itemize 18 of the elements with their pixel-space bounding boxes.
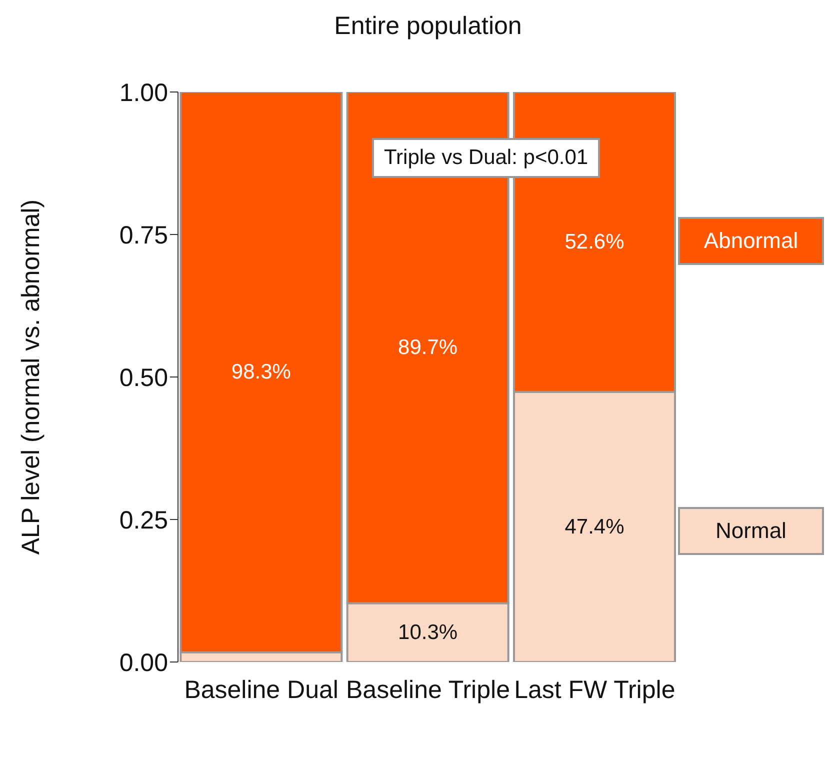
x-tick-label: Last FW Triple (514, 676, 676, 704)
y-tick-label: 0.75 (119, 221, 168, 250)
chart-title: Entire population (333, 12, 523, 41)
x-tick-label: Baseline Triple (346, 676, 510, 704)
data-label: 47.4% (564, 515, 624, 538)
y-tick-label: 0.25 (119, 506, 168, 534)
data-label: 89.7% (398, 336, 458, 360)
series-label: Normal (678, 506, 824, 554)
y-tick-label: 1.00 (119, 78, 168, 107)
series-label: Abnormal (678, 216, 824, 264)
y-tick-label: 0.00 (119, 648, 168, 677)
data-label: 98.3% (231, 360, 291, 384)
data-label: 10.3% (398, 621, 458, 644)
y-axis-title: ALP level (normal vs. abnormal) (16, 199, 45, 555)
data-label: 52.6% (564, 230, 624, 254)
x-tick-label: Baseline Dual (184, 676, 338, 704)
y-tick-label: 0.50 (119, 364, 168, 392)
annotation: Triple vs Dual: p<0.01 (372, 138, 600, 178)
